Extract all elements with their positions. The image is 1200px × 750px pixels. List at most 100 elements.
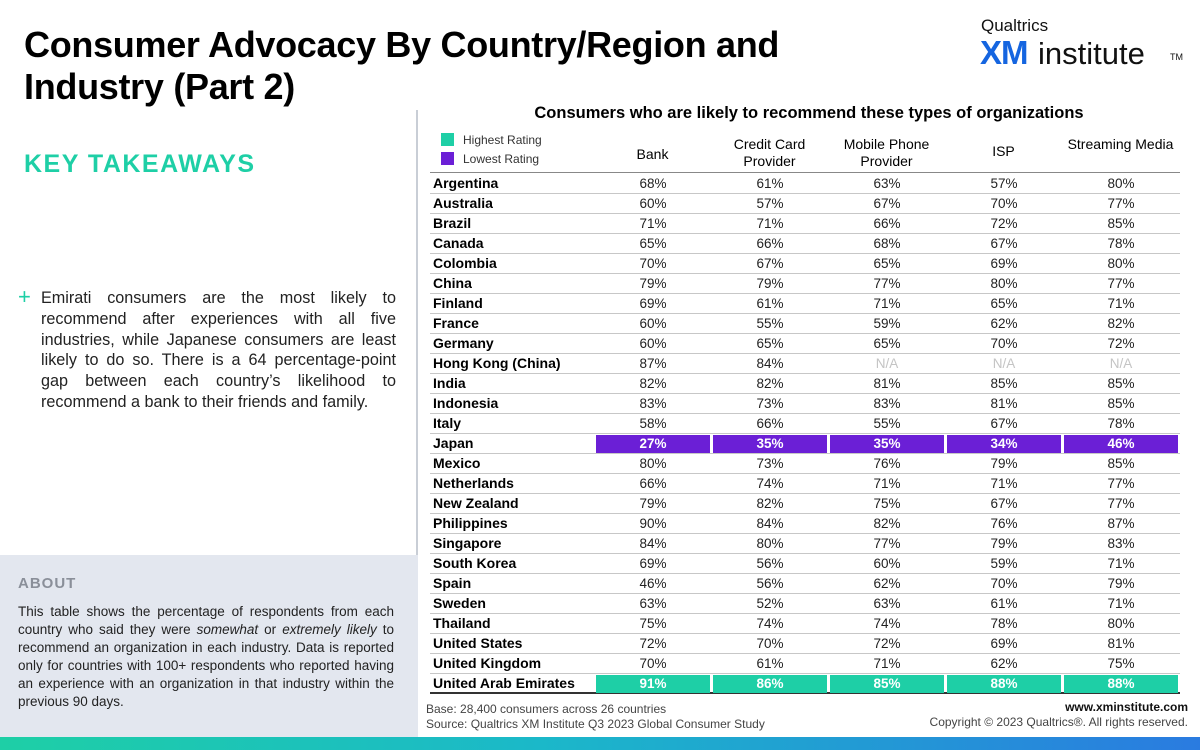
table-row-brazil: Brazil 71% 71% 66% 72% 85% — [430, 214, 1180, 234]
country-label: Australia — [433, 195, 493, 211]
about-emphasis-extremely-likely: extremely likely — [282, 622, 377, 637]
plus-icon: + — [18, 284, 31, 309]
value-cell: 72% — [1107, 336, 1135, 351]
country-label: Brazil — [433, 215, 472, 231]
value-cell: 59% — [873, 316, 901, 331]
about-text-end: to recommend an organization in each ind… — [18, 622, 394, 709]
value-cell: 46% — [1064, 435, 1178, 453]
table-row-new-zealand: New Zealand 79% 82% 75% 67% 77% — [430, 494, 1180, 514]
value-cell: 69% — [990, 636, 1018, 651]
value-cell: 70% — [990, 196, 1018, 211]
value-cell: 79% — [639, 496, 667, 511]
value-cell: 79% — [1107, 576, 1135, 591]
value-cell: 80% — [639, 456, 667, 471]
country-label: South Korea — [433, 555, 517, 571]
table-row-japan: Japan 27% 35% 35% 34% 46% — [430, 434, 1180, 454]
vertical-divider — [416, 110, 418, 555]
value-cell: 62% — [990, 656, 1018, 671]
value-cell: 70% — [990, 336, 1018, 351]
value-cell: 83% — [873, 396, 901, 411]
value-cell: 77% — [1107, 476, 1135, 491]
country-label: Singapore — [433, 535, 502, 551]
table-row-australia: Australia 60% 57% 67% 70% 77% — [430, 194, 1180, 214]
value-cell: 83% — [639, 396, 667, 411]
country-label: Argentina — [433, 175, 499, 191]
country-label: Spain — [433, 575, 472, 591]
value-cell: 58% — [639, 416, 667, 431]
country-label: Thailand — [433, 615, 491, 631]
footnote: Base: 28,400 consumers across 26 countri… — [426, 702, 765, 732]
value-cell: 65% — [756, 336, 784, 351]
table-row-argentina: Argentina 68% 61% 63% 57% 80% — [430, 174, 1180, 194]
value-cell: 55% — [873, 416, 901, 431]
about-heading: ABOUT — [18, 575, 77, 592]
value-cell: 63% — [873, 596, 901, 611]
country-label: United Kingdom — [433, 655, 542, 671]
legend-highest: Highest Rating — [441, 130, 542, 149]
country-label: Sweden — [433, 595, 486, 611]
value-cell: 82% — [1107, 316, 1135, 331]
value-cell: 82% — [873, 516, 901, 531]
about-text-or: or — [258, 622, 283, 637]
country-label: Finland — [433, 295, 483, 311]
country-label: Indonesia — [433, 395, 499, 411]
value-cell: 62% — [990, 316, 1018, 331]
footer-site: www.xminstitute.com Copyright © 2023 Qua… — [930, 700, 1188, 730]
value-cell: 78% — [1107, 416, 1135, 431]
value-cell: 91% — [596, 675, 710, 693]
about-text-start: This table shows the percentage of respo… — [18, 604, 394, 637]
country-label: Japan — [433, 435, 474, 451]
logo-institute-text: institute — [1038, 36, 1145, 71]
footnote-base: Base: 28,400 consumers across 26 countri… — [426, 702, 667, 716]
country-label: Germany — [433, 335, 494, 351]
chart-title: Consumers who are likely to recommend th… — [534, 104, 1084, 122]
value-cell: 79% — [990, 536, 1018, 551]
column-header-mobile-phone: Mobile Phone Provider — [843, 136, 930, 169]
table-row-thailand: Thailand 75% 74% 74% 78% 80% — [430, 614, 1180, 634]
key-takeaways-heading: KEY TAKEAWAYS — [24, 150, 256, 178]
country-label: France — [433, 315, 479, 331]
legend-lowest: Lowest Rating — [441, 149, 542, 168]
value-cell: 66% — [756, 416, 784, 431]
country-label: Hong Kong (China) — [433, 355, 561, 371]
value-cell: 70% — [756, 636, 784, 651]
site-link[interactable]: www.xminstitute.com — [1065, 700, 1188, 714]
value-cell: 63% — [639, 596, 667, 611]
value-cell: 56% — [756, 576, 784, 591]
value-cell: 65% — [639, 236, 667, 251]
value-cell: 71% — [639, 216, 667, 231]
country-label: Mexico — [433, 455, 481, 471]
value-cell: 70% — [990, 576, 1018, 591]
value-cell: 79% — [756, 276, 784, 291]
value-cell: 78% — [1107, 236, 1135, 251]
value-cell: 74% — [873, 616, 901, 631]
value-cell: 75% — [1107, 656, 1135, 671]
table-row-united-kingdom: United Kingdom 70% 61% 71% 62% 75% — [430, 654, 1180, 674]
value-cell: 66% — [639, 476, 667, 491]
value-cell: 70% — [639, 256, 667, 271]
country-label: Philippines — [433, 515, 508, 531]
header-rule — [430, 172, 1180, 173]
value-cell: 46% — [639, 576, 667, 591]
value-cell: 80% — [756, 536, 784, 551]
value-cell: 74% — [756, 476, 784, 491]
value-cell: 85% — [830, 675, 944, 693]
legend-swatch-highest — [441, 133, 454, 146]
value-cell: 85% — [1107, 456, 1135, 471]
value-cell: N/A — [1109, 356, 1133, 371]
value-cell: 78% — [990, 616, 1018, 631]
value-cell: 66% — [756, 236, 784, 251]
value-cell: N/A — [875, 356, 899, 371]
logo-qualtrics-text: Qualtrics — [981, 16, 1049, 35]
value-cell: 81% — [1107, 636, 1135, 651]
takeaway-text: Emirati consumers are the most likely to… — [41, 289, 396, 411]
country-label: Netherlands — [433, 475, 514, 491]
table-row-germany: Germany 60% 65% 65% 70% 72% — [430, 334, 1180, 354]
value-cell: 65% — [990, 296, 1018, 311]
value-cell: 74% — [756, 616, 784, 631]
value-cell: 81% — [873, 376, 901, 391]
table-row-united-states: United States 72% 70% 72% 69% 81% — [430, 634, 1180, 654]
brand-gradient-bar — [0, 737, 1200, 750]
value-cell: 35% — [713, 435, 827, 453]
value-cell: 82% — [756, 496, 784, 511]
